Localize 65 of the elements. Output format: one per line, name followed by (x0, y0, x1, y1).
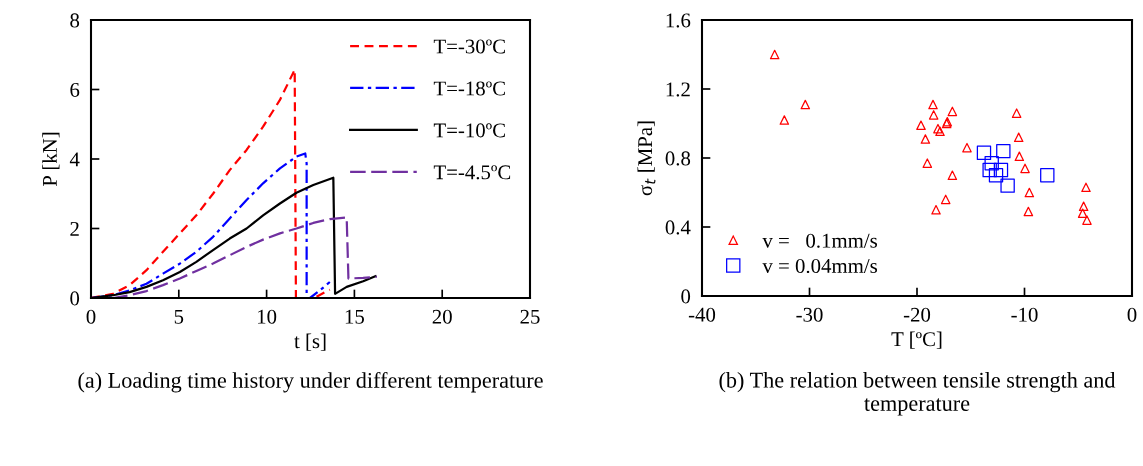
y-tick-label: 6 (70, 82, 80, 97)
point (940, 194, 951, 205)
point (993, 162, 1009, 178)
x-tick-label: -40 (688, 307, 716, 322)
point (1011, 108, 1022, 118)
legend-label: T=-30ºC (433, 39, 505, 54)
point (928, 99, 938, 110)
x-tick-label: 5 (174, 309, 184, 324)
y-tick-label: 4 (69, 152, 80, 167)
point (916, 120, 926, 131)
x-tick-label: 20 (432, 309, 452, 324)
point (1020, 163, 1030, 174)
x-tick-label: 15 (345, 309, 364, 324)
y-axis-title: σ$_{t}$ [MPa] (637, 121, 656, 196)
point (800, 99, 811, 110)
point (779, 115, 790, 125)
x-axis-title: t [s] (294, 333, 326, 351)
legend-label: T=-10ºC (433, 123, 505, 138)
legend-label: T=-4.5ºC (433, 165, 511, 180)
point (1024, 187, 1035, 198)
y-tick-label: 0 (681, 289, 691, 304)
legend-label: v = 0.04mm/s (762, 258, 878, 274)
x-tick-label: 25 (520, 309, 540, 324)
line-series (91, 68, 331, 298)
x-axis-title: T [ºC] (891, 331, 942, 349)
point (1000, 178, 1015, 193)
y-tick-label: 1.2 (666, 82, 690, 97)
y-tick-label: 0.4 (665, 220, 691, 235)
x-tick-label: 0 (86, 309, 96, 324)
text: (b) The relation between tensile strength and temperature (719, 372, 1116, 416)
point (984, 155, 999, 171)
legend-label: T=-18ºC (433, 81, 505, 96)
point (1023, 206, 1034, 217)
point (1082, 215, 1092, 225)
y-tick-label: 1.6 (666, 13, 691, 28)
point (962, 142, 972, 153)
point (928, 110, 939, 120)
point (931, 204, 941, 215)
point (1014, 151, 1025, 162)
point (920, 134, 931, 144)
legend-label: v = 0.1mm/s (762, 233, 878, 248)
point (947, 170, 958, 181)
point (988, 168, 1004, 183)
y-tick-label: 0 (70, 291, 80, 306)
y-tick-label: 0.8 (665, 151, 691, 166)
point (976, 145, 992, 161)
x-tick-label: 10 (258, 309, 277, 324)
x-tick-label: -20 (903, 307, 931, 322)
point (982, 162, 997, 178)
point (1078, 201, 1089, 212)
x-tick-label: 0 (1127, 307, 1137, 322)
y-axis-title: P [kN] (42, 132, 60, 187)
point (1040, 168, 1055, 183)
point (996, 143, 1011, 159)
point (1013, 132, 1024, 143)
x-tick-label: -10 (1011, 307, 1038, 322)
point (769, 49, 780, 60)
y-tick-label: 8 (70, 13, 80, 28)
point (947, 106, 958, 117)
x-tick-label: -30 (796, 307, 823, 322)
point (1077, 208, 1088, 218)
point (1081, 182, 1091, 193)
text: (a) Loading time history under different temperature (78, 372, 543, 393)
point (922, 158, 933, 168)
y-tick-label: 2 (70, 221, 79, 236)
